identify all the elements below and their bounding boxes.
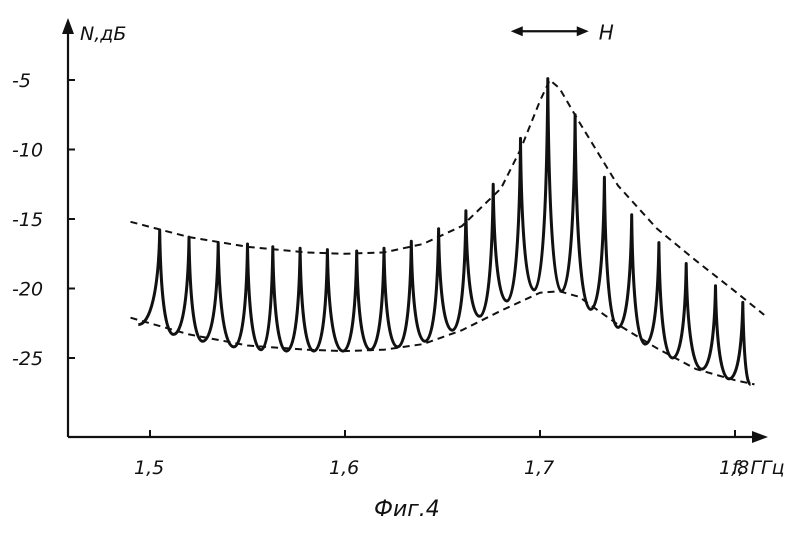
- y-tick-label: -5: [12, 70, 31, 92]
- annotation-layer: H: [511, 20, 614, 44]
- annotation-arrowhead-right: [577, 26, 589, 36]
- series-layer: [131, 79, 765, 385]
- spectrum-series: [138, 79, 750, 385]
- ticks: 1,51,61,71,8-5-10-15-20-25: [12, 70, 749, 479]
- y-tick-label: -25: [12, 348, 43, 370]
- annotation-label: H: [599, 20, 614, 44]
- y-axis-arrowhead: [62, 18, 74, 34]
- x-tick-label: 1,6: [329, 457, 359, 479]
- y-tick-label: -15: [12, 209, 43, 231]
- upper-envelope: [131, 80, 765, 315]
- x-axis-label: f, ГГц: [732, 457, 785, 479]
- x-tick-label: 1,5: [134, 457, 164, 479]
- x-tick-label: 1,7: [524, 457, 554, 479]
- y-axis-label: N,дБ: [80, 23, 126, 45]
- figure-caption: Фиг.4: [374, 497, 440, 522]
- axes: [62, 18, 768, 443]
- x-axis-arrowhead: [752, 431, 768, 443]
- y-tick-label: -10: [12, 140, 43, 162]
- annotation-arrowhead-left: [511, 26, 523, 36]
- y-tick-label: -20: [12, 279, 43, 301]
